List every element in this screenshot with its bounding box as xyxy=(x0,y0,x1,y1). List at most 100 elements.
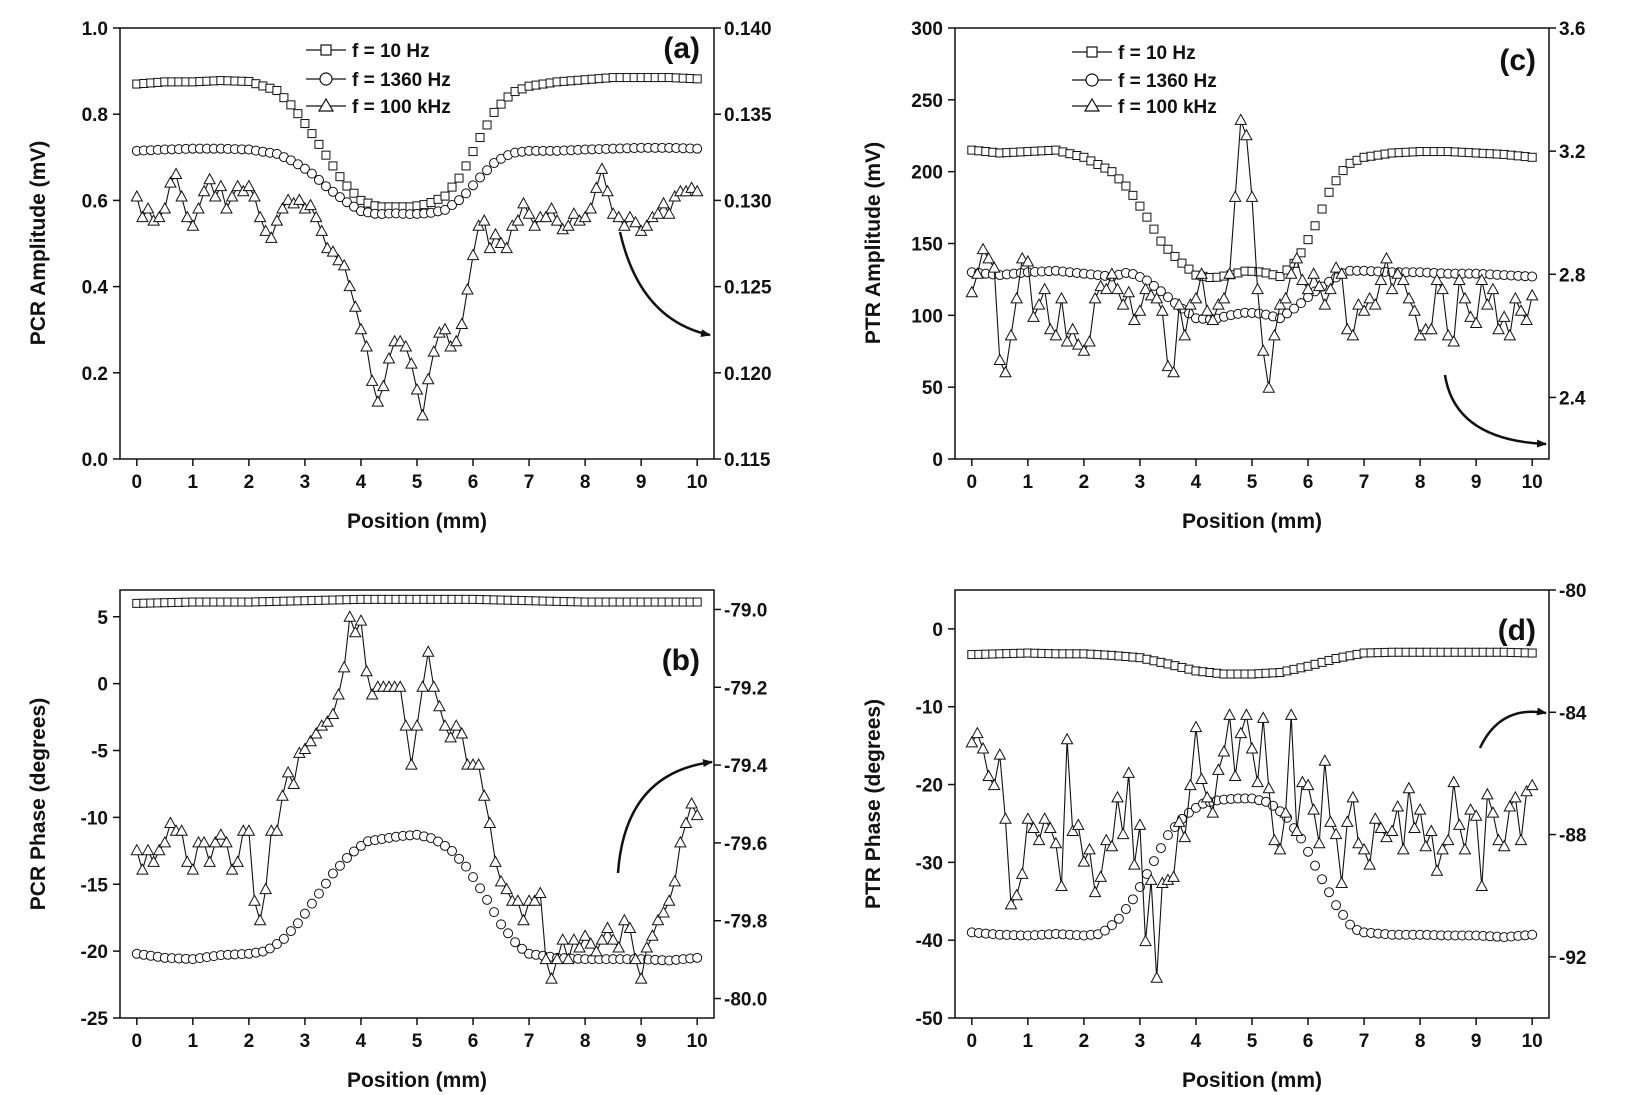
data-point-triangle-b xyxy=(197,835,211,848)
data-point-triangle-a xyxy=(539,210,553,223)
x-tick-label-c: 9 xyxy=(1471,472,1482,493)
data-point-triangle-c xyxy=(1318,298,1332,310)
data-point-triangle-a xyxy=(186,219,200,231)
y2-tick-label-b: -79.8 xyxy=(724,912,767,933)
data-point-square-c xyxy=(1338,166,1348,176)
x-tick-label-a: 2 xyxy=(244,472,255,493)
y2-tick-label-b: -79.4 xyxy=(724,756,768,777)
data-point-triangle-d xyxy=(1520,784,1533,797)
data-point-circle-d xyxy=(1134,882,1145,893)
data-point-triangle-d xyxy=(1324,815,1337,827)
data-point-triangle-c xyxy=(1424,322,1438,335)
data-point-triangle-a xyxy=(522,207,536,219)
panel-b: 0 1 2 3 4 5 6 7 8 9 10 -25 -20 -15 -10 -5 0 5 -80.0 -79.8 -7… xyxy=(27,589,768,1092)
data-point-triangle-c xyxy=(1481,298,1494,310)
y-tick-label-c: 250 xyxy=(911,91,943,112)
x-tick-label-c: 5 xyxy=(1247,472,1258,493)
data-point-triangle-c xyxy=(1240,128,1253,141)
data-point-triangle-d xyxy=(1133,818,1147,830)
data-point-triangle-a xyxy=(629,215,642,228)
data-point-triangle-d xyxy=(1475,879,1489,892)
x-tick-label-b: 6 xyxy=(468,1031,479,1052)
x-tick-label-d: 3 xyxy=(1135,1031,1146,1052)
data-point-triangle-d xyxy=(1172,815,1186,827)
panel-label-d: (d) xyxy=(1498,614,1536,647)
data-point-circle-d xyxy=(1303,846,1314,857)
data-point-triangle-c xyxy=(1217,291,1231,304)
data-point-triangle-c xyxy=(1049,328,1063,341)
x-tick-label-d: 4 xyxy=(1191,1031,1202,1052)
data-point-triangle-c xyxy=(1234,113,1248,125)
data-point-triangle-c xyxy=(1396,273,1410,285)
data-point-triangle-b xyxy=(365,688,379,700)
data-point-triangle-c xyxy=(1223,267,1236,279)
x-tick-label-a: 9 xyxy=(636,472,647,493)
data-point-triangle-d xyxy=(1290,824,1304,837)
data-point-triangle-c xyxy=(1195,267,1208,279)
x-tick-label-a: 3 xyxy=(300,472,311,493)
data-point-triangle-a xyxy=(640,219,654,231)
data-point-triangle-b xyxy=(326,707,340,720)
data-point-triangle-a xyxy=(578,210,592,223)
data-point-triangle-b xyxy=(287,777,301,790)
data-point-circle-a xyxy=(341,197,352,208)
data-point-triangle-a xyxy=(164,176,177,188)
data-point-triangle-d xyxy=(1200,790,1214,803)
data-point-triangle-d xyxy=(1284,708,1298,720)
data-point-triangle-a xyxy=(371,395,385,407)
series-layer-d xyxy=(965,647,1539,983)
data-point-triangle-a xyxy=(141,201,155,214)
data-point-circle-d xyxy=(1148,856,1159,867)
data-point-triangle-b xyxy=(477,789,491,801)
data-point-triangle-d xyxy=(1346,790,1360,803)
data-point-triangle-b xyxy=(662,894,676,906)
y-tick-label-d: -10 xyxy=(916,698,943,719)
data-point-triangle-a xyxy=(461,283,474,295)
data-point-triangle-d xyxy=(965,735,979,748)
x-axis-title-a: Position (mm) xyxy=(347,510,487,533)
y-tick-label-b: -5 xyxy=(91,742,108,763)
data-point-triangle-c xyxy=(1161,359,1175,372)
data-point-circle-a xyxy=(482,165,493,176)
data-point-square-c xyxy=(1156,236,1166,246)
data-point-triangle-c xyxy=(1010,291,1023,304)
x-tick-label-d: 6 xyxy=(1303,1031,1314,1052)
data-point-triangle-c xyxy=(1127,313,1141,325)
data-point-triangle-c xyxy=(1172,298,1186,310)
axis-arrow-c xyxy=(1443,374,1547,448)
y2-tick-label-d: -84 xyxy=(1559,703,1587,724)
data-point-triangle-c xyxy=(1066,322,1080,335)
data-point-triangle-a xyxy=(365,374,379,386)
y-axis-title-b: PCR Phase (degrees) xyxy=(27,698,50,910)
data-point-triangle-c xyxy=(1436,282,1449,295)
data-point-square-c xyxy=(1184,264,1194,274)
data-point-triangle-a xyxy=(657,196,670,209)
data-point-triangle-a xyxy=(231,179,245,192)
data-point-circle-d xyxy=(1162,830,1173,841)
data-point-triangle-b xyxy=(203,855,217,867)
data-point-triangle-a xyxy=(393,334,407,347)
data-point-triangle-d xyxy=(971,726,984,739)
data-point-triangle-b xyxy=(410,719,424,731)
y2-tick-label-d: -88 xyxy=(1559,826,1586,847)
data-point-triangle-a xyxy=(326,245,340,257)
series-line-triangle-c xyxy=(971,120,1533,389)
data-point-square-c xyxy=(1324,187,1334,197)
data-point-triangle-d xyxy=(1195,772,1208,785)
x-axis-title-b: Position (mm) xyxy=(347,1069,487,1092)
data-point-triangle-d xyxy=(1015,867,1029,879)
data-point-circle-d xyxy=(1338,909,1349,920)
data-point-triangle-d xyxy=(1464,803,1477,815)
data-point-square-a xyxy=(321,150,331,160)
data-point-triangle-d xyxy=(1127,858,1141,870)
data-point-triangle-c xyxy=(1150,291,1164,304)
data-point-square-a xyxy=(279,93,289,103)
data-point-triangle-b xyxy=(186,863,200,875)
data-point-triangle-d xyxy=(1077,855,1091,867)
data-point-triangle-c xyxy=(1139,282,1152,295)
data-point-triangle-c xyxy=(993,353,1007,365)
y-axis-title-c: PTR Amplitude (mV) xyxy=(862,142,885,344)
data-point-triangle-c xyxy=(971,267,984,279)
y-tick-label-d: -40 xyxy=(916,931,943,952)
data-point-triangle-a xyxy=(192,201,205,214)
